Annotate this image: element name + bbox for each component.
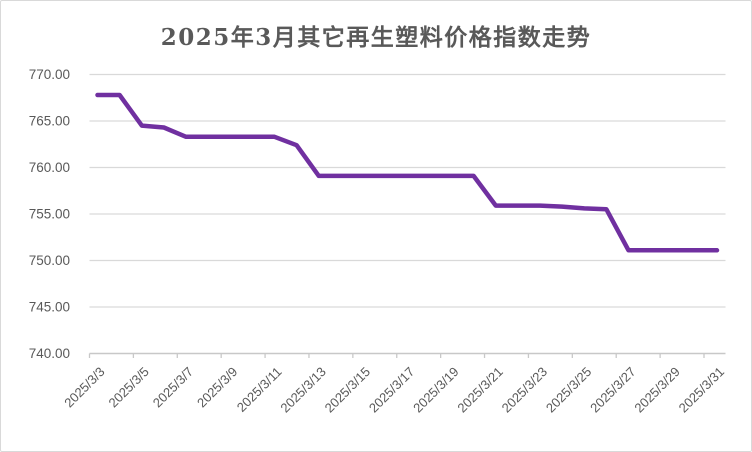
x-axis-tick-label: 2025/3/27	[587, 364, 639, 416]
y-axis-tick-label: 765.00	[29, 114, 70, 129]
x-axis-tick-label: 2025/3/23	[499, 364, 551, 416]
chart-title: 2025年3月其它再生塑料价格指数走势	[160, 24, 592, 51]
x-axis-tick-label: 2025/3/13	[277, 364, 329, 416]
price-index-line	[95, 92, 720, 253]
y-axis-tick-label: 750.00	[29, 253, 70, 268]
x-axis-tick-label: 2025/3/19	[410, 364, 462, 416]
x-axis-tick-label: 2025/3/17	[366, 364, 418, 416]
x-axis-tick-label: 2025/3/3	[61, 364, 107, 410]
x-axis-tick-label: 2025/3/31	[676, 364, 728, 416]
x-axis-tick-label: 2025/3/11	[234, 364, 285, 415]
x-axis-tick-label: 2025/3/5	[105, 364, 151, 410]
y-axis-tick-label: 770.00	[29, 67, 70, 82]
y-axis-tick-label: 760.00	[29, 160, 70, 175]
x-axis-tick-label: 2025/3/7	[150, 364, 196, 410]
y-axis-tick-label: 745.00	[29, 300, 70, 315]
x-axis-tick-label: 2025/3/25	[543, 364, 595, 416]
x-axis-tick-label: 2025/3/15	[322, 364, 374, 416]
y-axis-tick-label: 755.00	[29, 207, 70, 222]
x-axis-tick-label: 2025/3/21	[454, 364, 506, 416]
y-axis-tick-label: 740.00	[29, 346, 70, 361]
x-axis-tick-label: 2025/3/29	[631, 364, 683, 416]
